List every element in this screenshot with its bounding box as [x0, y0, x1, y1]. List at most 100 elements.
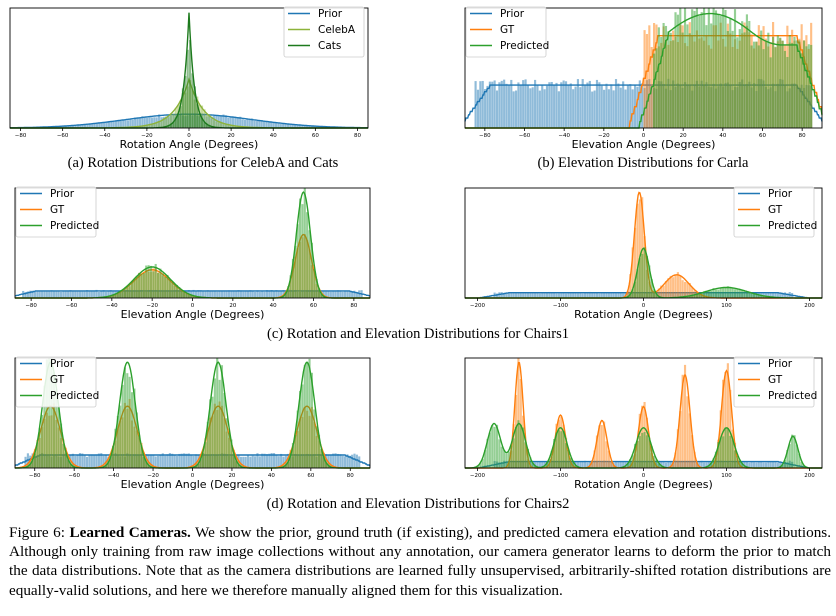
histogram-bar: [74, 291, 77, 298]
histogram-bar: [134, 117, 137, 128]
histogram-bar: [186, 49, 189, 128]
histogram-bar: [128, 376, 131, 468]
histogram-bar: [114, 428, 117, 468]
histogram-bar: [522, 427, 525, 468]
histogram-bar: [100, 291, 103, 298]
histogram-bar: [757, 45, 760, 129]
histogram-bar: [79, 124, 82, 128]
histogram-bar: [667, 31, 670, 129]
histogram-bar: [543, 89, 546, 128]
histogram-bar: [71, 466, 74, 468]
legend: Prior GT Predicted: [15, 186, 99, 238]
histogram-bar: [254, 291, 257, 298]
histogram-bar: [48, 358, 51, 468]
histogram-bar: [251, 290, 254, 298]
legend-label: Cats: [318, 40, 341, 52]
histogram-bar: [192, 455, 195, 468]
histogram-bar: [484, 450, 487, 468]
histogram-bar: [235, 291, 238, 298]
histogram-bar: [645, 256, 649, 298]
histogram-bar: [71, 453, 74, 468]
histogram-bar: [774, 46, 777, 128]
histogram-bar: [45, 359, 48, 468]
histogram-bar: [505, 453, 508, 468]
histogram-bar: [282, 456, 285, 468]
histogram-bar: [657, 296, 660, 298]
histogram-bar: [167, 117, 170, 128]
histogram-bar: [786, 293, 789, 298]
histogram-bar: [71, 290, 74, 298]
histogram-bar: [760, 30, 763, 128]
histogram-bar: [707, 290, 710, 298]
histogram-bar: [210, 126, 213, 128]
histogram-bar: [197, 290, 200, 298]
histogram-bar: [124, 120, 127, 128]
histogram-bar: [348, 290, 351, 298]
histogram-bar: [190, 294, 193, 298]
histogram-bar: [543, 292, 546, 298]
histogram-bar: [724, 427, 727, 468]
histogram-bar: [69, 125, 72, 128]
histogram-bar: [626, 463, 629, 468]
histogram-bar: [148, 117, 151, 128]
histogram-bar: [160, 120, 163, 128]
histogram-bar: [688, 282, 691, 298]
histogram-bar: [239, 116, 242, 128]
histogram-bar: [64, 452, 67, 468]
histogram-bar: [572, 292, 575, 298]
histogram-bar: [574, 86, 577, 128]
histogram-bar: [655, 48, 658, 128]
panel-c1: −80 −60 −40 −20 0 20 40 60 80 Elevation Angle (De…: [0, 180, 410, 322]
x-tick-label: 0: [642, 473, 646, 479]
histogram-bar: [149, 265, 153, 298]
histogram-bar: [185, 293, 188, 298]
histogram-bar: [135, 412, 138, 468]
histogram-bar: [779, 293, 782, 298]
x-tick-label: −20: [598, 133, 610, 139]
histogram-bar: [591, 460, 594, 468]
histogram-bar: [209, 291, 212, 298]
chart-c1: −80 −60 −40 −20 0 20 40 60 80 Elevation Angle (De…: [14, 186, 371, 321]
histogram-bar: [353, 290, 356, 298]
histogram-bar: [605, 441, 608, 468]
histogram-bar: [479, 81, 482, 128]
histogram-bar: [534, 79, 537, 128]
histogram-bar: [524, 292, 527, 298]
histogram-bar: [173, 454, 176, 468]
legend-box: [15, 186, 97, 238]
histogram-bar: [235, 461, 238, 468]
histogram-bar: [631, 89, 634, 128]
histogram-bar: [114, 293, 117, 298]
histogram-bar: [224, 123, 227, 128]
histogram-bar: [140, 273, 143, 298]
histogram-bar: [93, 123, 96, 128]
histogram-bar: [607, 292, 610, 298]
histogram-bar: [78, 453, 82, 468]
histogram-bar: [731, 288, 734, 298]
histogram-bar: [741, 463, 744, 468]
histogram-bar: [223, 290, 226, 298]
histogram-bar: [519, 84, 522, 128]
histogram-bar: [622, 461, 625, 468]
histogram-bar: [45, 290, 48, 298]
histogram-bar: [211, 290, 214, 298]
histogram-bar: [153, 123, 156, 128]
histogram-bar: [557, 430, 560, 468]
histogram-bar: [234, 125, 237, 128]
chart-b: −80 −60 −40 −20 0 20 40 60 80 Elevation Angle (De…: [464, 6, 823, 151]
histogram-bar: [574, 292, 577, 298]
histogram-bar: [686, 24, 689, 129]
histogram-bar: [355, 291, 358, 298]
histogram-bar: [760, 295, 763, 298]
histogram-bar: [88, 290, 91, 298]
histogram-bar: [107, 120, 111, 128]
histogram-bar: [317, 288, 321, 298]
histogram-bar: [586, 82, 589, 128]
histogram-bar: [198, 113, 201, 128]
histogram-bar: [510, 292, 513, 298]
histogram-bar: [126, 120, 130, 128]
histogram-bar: [648, 265, 651, 298]
histogram-bar: [641, 432, 644, 468]
histogram-bar: [315, 279, 318, 298]
histogram-bar: [225, 291, 228, 298]
